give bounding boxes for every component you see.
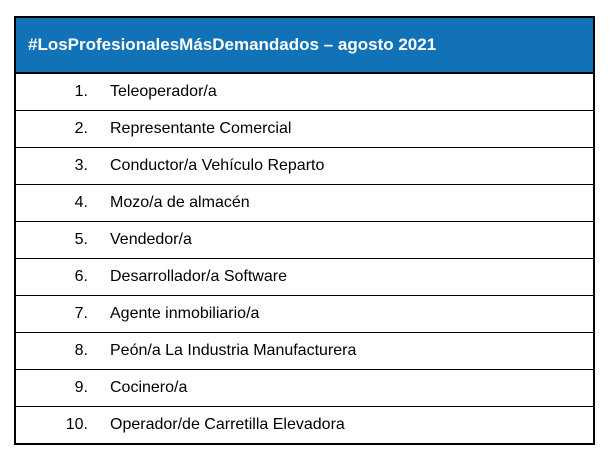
row-number: 6. [74,268,88,285]
table-row: 2. Representante Comercial [16,111,593,148]
row-number: 2. [74,120,88,137]
row-label: Operador/de Carretilla Elevadora [110,416,345,433]
row-number: 9. [74,379,88,396]
row-number: 3. [74,157,88,174]
row-number: 7. [74,305,88,322]
table-header: #LosProfesionalesMásDemandados – agosto … [16,18,593,74]
table-row: 9. Cocinero/a [16,370,593,407]
row-number: 5. [74,231,88,248]
row-number: 4. [74,194,88,211]
table-row: 3. Conductor/a Vehículo Reparto [16,148,593,185]
row-label: Peón/a La Industria Manufacturera [110,342,357,359]
table-row: 10. Operador/de Carretilla Elevadora [16,407,593,443]
table-title: #LosProfesionalesMásDemandados – agosto … [28,35,437,54]
row-number: 10. [65,416,88,433]
table-row: 6. Desarrollador/a Software [16,259,593,296]
row-label: Teleoperador/a [110,83,217,100]
table-row: 8. Peón/a La Industria Manufacturera [16,333,593,370]
table-row: 4. Mozo/a de almacén [16,185,593,222]
row-label: Cocinero/a [110,379,188,396]
table-row: 1. Teleoperador/a [16,74,593,111]
row-label: Vendedor/a [110,231,192,248]
demanded-professions-table: #LosProfesionalesMásDemandados – agosto … [14,16,595,445]
table-row: 5. Vendedor/a [16,222,593,259]
row-label: Agente inmobiliario/a [110,305,260,322]
row-label: Desarrollador/a Software [110,268,287,285]
row-number: 8. [74,342,88,359]
row-label: Conductor/a Vehículo Reparto [110,157,325,174]
row-label: Representante Comercial [110,120,292,137]
row-label: Mozo/a de almacén [110,194,250,211]
row-number: 1. [74,83,88,100]
table-row: 7. Agente inmobiliario/a [16,296,593,333]
